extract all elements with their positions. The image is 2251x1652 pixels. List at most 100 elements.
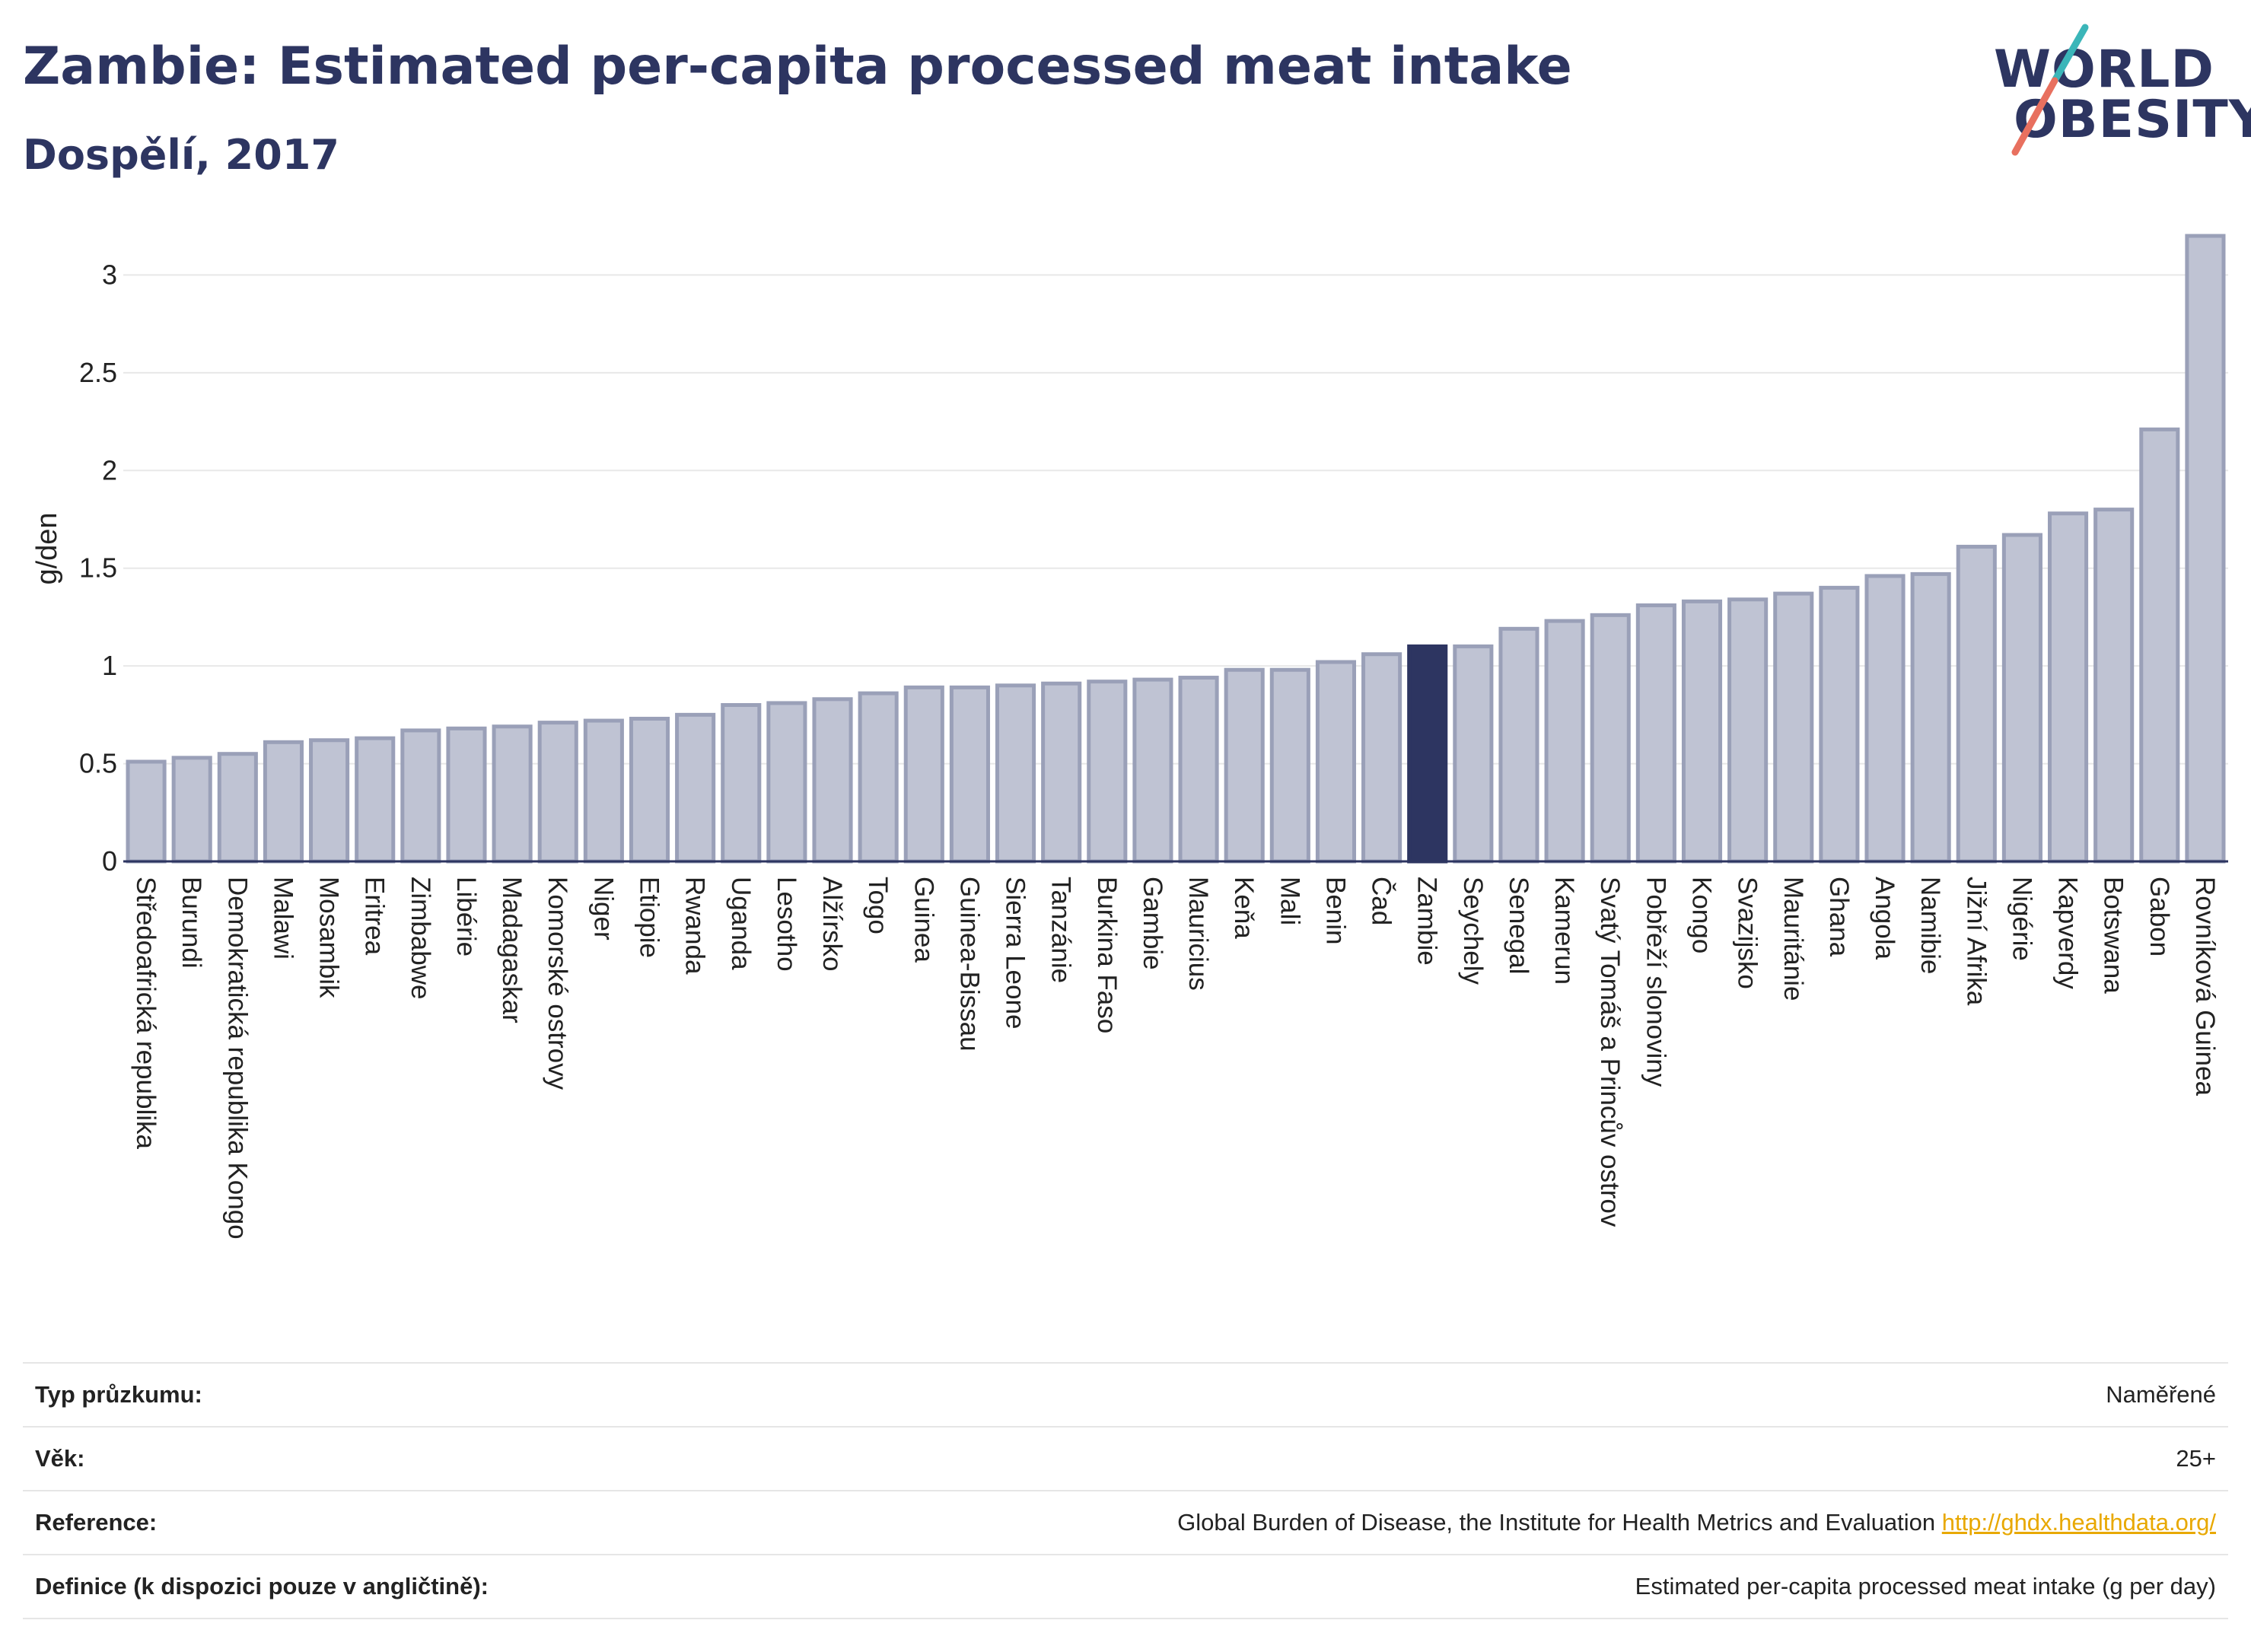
bar	[2001, 533, 2042, 864]
x-tick-label: Malawi	[268, 877, 298, 960]
x-tick-label: Guinea	[909, 877, 938, 963]
x-tick-label: Rovníková Guinea	[2190, 877, 2220, 1096]
bar	[1498, 626, 1539, 864]
info-row-reference: Reference: Global Burden of Disease, the…	[23, 1491, 2228, 1555]
x-tick-label: Gambie	[1138, 877, 1167, 970]
x-tick-label: Alžírsko	[817, 877, 847, 971]
x-tick-label: Etiopie	[635, 877, 664, 958]
bar	[1453, 644, 1494, 864]
info-value-reference: Global Burden of Disease, the Institute …	[1177, 1509, 2216, 1536]
bar	[1315, 660, 1357, 864]
bar	[721, 703, 762, 864]
reference-text: Global Burden of Disease, the Institute …	[1177, 1509, 1936, 1536]
x-tick-label: Guinea-Bissau	[954, 877, 984, 1052]
bar	[537, 721, 578, 864]
info-row-survey-type: Typ průzkumu: Naměřené	[23, 1364, 2228, 1428]
bar	[400, 728, 441, 864]
bar	[1087, 680, 1128, 864]
reference-link[interactable]: http://ghdx.healthdata.org/	[1941, 1509, 2216, 1536]
bar	[1681, 599, 1723, 864]
chart-title: Zambie: Estimated per-capita processed m…	[23, 37, 1572, 97]
x-tick-label: Pobřeží slonoviny	[1641, 877, 1670, 1087]
bar	[1635, 603, 1676, 864]
x-tick-label: Demokratická republika Kongo	[222, 877, 252, 1240]
bar-chart: 0 0.5 1 1.5 2 2.5 3 g/den Středoafrická republik…	[31, 234, 2228, 1240]
x-tick-label: Mauritánie	[1778, 877, 1808, 1001]
bar	[812, 697, 853, 864]
x-tick-label: Čad	[1367, 877, 1396, 925]
y-tick-label: 2	[102, 454, 117, 485]
info-value: Naměřené	[2106, 1381, 2216, 1408]
bar	[446, 726, 487, 864]
x-tick-label: Togo	[863, 877, 893, 934]
x-tick-label: Sierra Leone	[1001, 877, 1030, 1029]
x-tick-label: Jižní Afrika	[1961, 877, 1991, 1006]
x-tick-label: Uganda	[726, 877, 756, 970]
x-tick-label: Kongo	[1687, 877, 1717, 953]
bar	[309, 738, 350, 864]
bar	[1590, 613, 1631, 864]
x-tick-label: Botswana	[2099, 877, 2128, 994]
x-tick-label: Niger	[588, 877, 618, 941]
bar	[1361, 652, 1402, 864]
x-tick-label: Madagaskar	[497, 877, 527, 1023]
bar	[1269, 667, 1310, 864]
bar-highlighted	[1407, 644, 1448, 864]
bar	[492, 724, 533, 864]
x-tick-label: Gabon	[2144, 877, 2174, 957]
world-obesity-logo[interactable]: WORLD OBESITY	[1979, 21, 2251, 166]
bar	[766, 701, 807, 864]
logo-text-line2: OBESITY	[2014, 90, 2251, 150]
bar	[629, 716, 670, 864]
x-tick-label: Lesotho	[772, 877, 801, 972]
x-tick-label: Seychely	[1458, 877, 1488, 985]
bar	[858, 691, 899, 864]
x-tick-label: Nigérie	[2007, 877, 2036, 961]
y-tick-label: 1	[102, 650, 117, 681]
x-tick-label: Zambie	[1412, 877, 1442, 966]
y-tick-label: 3	[102, 259, 117, 290]
bar	[217, 752, 258, 864]
bar	[1727, 597, 1769, 864]
x-tick-label: Ghana	[1824, 877, 1854, 957]
info-key: Reference:	[35, 1509, 158, 1536]
y-axis-label: g/den	[31, 512, 63, 584]
x-tick-label: Kamerun	[1549, 877, 1579, 985]
x-tick-label: Senegal	[1504, 877, 1533, 974]
bar	[1956, 544, 1997, 864]
bar	[2139, 427, 2180, 864]
info-key: Věk:	[35, 1445, 85, 1472]
bar	[2047, 511, 2089, 864]
x-tick-label: Svatý Tomáš a Princův ostrov	[1595, 877, 1625, 1227]
info-key: Typ průzkumu:	[35, 1381, 202, 1408]
x-tick-label: Mauricius	[1183, 877, 1213, 991]
logo-text-line1: WORLD	[1994, 40, 2214, 100]
x-tick-label: Eritrea	[360, 877, 390, 956]
info-row-definition: Definice (k dispozici pouze v angličtině…	[23, 1555, 2228, 1619]
y-tick-label: 0	[102, 845, 117, 877]
x-tick-label: Kapverdy	[2053, 877, 2083, 989]
bar	[1773, 591, 1814, 864]
bar	[126, 759, 167, 864]
info-key: Definice (k dispozici pouze v angličtině…	[35, 1573, 489, 1599]
y-tick-label: 0.5	[79, 748, 117, 779]
info-value: Estimated per-capita processed meat inta…	[1635, 1573, 2216, 1599]
bar	[1864, 574, 1906, 864]
bar	[1544, 619, 1585, 864]
bar	[1910, 571, 1951, 864]
bar	[583, 718, 624, 864]
x-tick-label: Angola	[1870, 877, 1899, 960]
bar	[355, 736, 396, 864]
bar	[903, 685, 944, 864]
info-value: 25+	[2176, 1445, 2216, 1472]
info-row-age: Věk: 25+	[23, 1428, 2228, 1491]
x-tick-label: Komorské ostrovy	[543, 877, 572, 1090]
bar	[1041, 681, 1082, 864]
bar	[1819, 585, 1860, 864]
y-tick-label: 1.5	[79, 552, 117, 584]
bar	[1224, 667, 1265, 864]
chart-subtitle: Dospělí, 2017	[23, 131, 339, 179]
x-tick-label: Svazijsko	[1733, 877, 1762, 989]
y-tick-label: 2.5	[79, 357, 117, 388]
x-tick-label: Burundi	[177, 877, 206, 969]
